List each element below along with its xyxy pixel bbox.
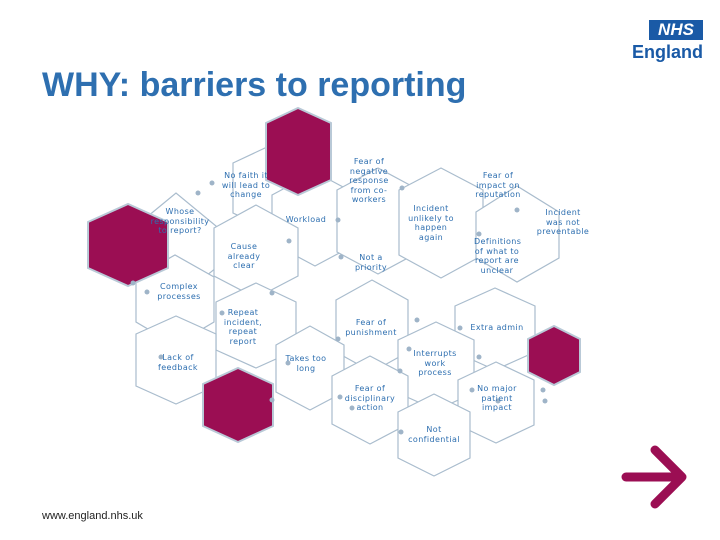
hex-outline	[213, 204, 299, 299]
bullet-dot	[406, 346, 412, 352]
bullet-dot	[144, 289, 150, 295]
label-not-a-priority: Not a priority	[354, 253, 388, 272]
magenta-hex	[87, 202, 169, 288]
bullet-dot	[337, 394, 343, 400]
label-interrupts-work: Interrupts work process	[413, 349, 457, 377]
label-whose-responsibility: Whose responsibility to report?	[150, 207, 210, 235]
label-complex-processes: Complex processes	[157, 282, 201, 301]
label-fear-punishment: Fear of punishment	[345, 318, 397, 337]
magenta-hex	[265, 106, 332, 197]
bullet-dot	[469, 387, 475, 393]
label-no-major-impact: No major patient impact	[477, 384, 517, 412]
bullet-dot	[130, 280, 136, 286]
bullet-dot	[397, 368, 403, 374]
bullet-dot	[286, 238, 292, 244]
bullet-dot	[219, 310, 225, 316]
bullet-dot	[285, 360, 291, 366]
bullet-dot	[195, 190, 201, 196]
page-title: WHY: barriers to reporting	[42, 66, 467, 104]
bullet-dot	[540, 387, 546, 393]
bullet-dot	[335, 336, 341, 342]
label-takes-too-long: Takes too long	[285, 354, 327, 373]
bullet-dot	[414, 317, 420, 323]
bullet-dot	[542, 398, 548, 404]
label-definitions-unclear: Definitions of what to report are unclea…	[474, 237, 522, 275]
label-cause-already-clear: Cause already clear	[227, 242, 261, 270]
bullet-dot	[209, 180, 215, 186]
bullet-dot	[476, 354, 482, 360]
hex-outline	[135, 254, 215, 346]
bullet-dot	[398, 429, 404, 435]
bullet-dot	[457, 325, 463, 331]
magenta-hex	[202, 366, 274, 444]
bullet-dot	[514, 207, 520, 213]
bullet-dot	[335, 217, 341, 223]
label-fear-negative-response: Fear of negative response from co-worker…	[349, 157, 389, 204]
bullet-dot	[349, 405, 355, 411]
bullet-dot	[269, 397, 275, 403]
bullet-dot	[495, 398, 501, 404]
label-incident-unlikely: Incident unlikely to happen again	[408, 204, 454, 242]
label-not-preventable: Incident was not preventable	[536, 208, 590, 236]
label-fear-disciplinary: Fear of disciplinary action	[344, 384, 396, 412]
label-no-faith: No faith it will lead to change	[221, 171, 271, 199]
logo-nhs-box: NHS	[649, 20, 703, 40]
label-workload: Workload	[285, 215, 327, 224]
label-extra-admin: Extra admin	[470, 323, 524, 332]
bullet-dot	[399, 185, 405, 191]
right-arrow-icon	[621, 445, 687, 509]
footer-url[interactable]: www.england.nhs.uk	[42, 510, 143, 522]
bullet-dot	[476, 231, 482, 237]
label-not-confidential: Not confidential	[408, 425, 460, 444]
nhs-england-logo: NHS England	[632, 20, 703, 64]
hex-outline	[475, 185, 560, 283]
label-lack-of-feedback: Lack of feedback	[158, 353, 198, 372]
label-fear-reputation: Fear of impact on reputation	[475, 171, 521, 199]
bullet-dot	[269, 290, 275, 296]
magenta-hex	[527, 324, 581, 387]
hex-outline	[397, 393, 471, 477]
bullet-dot	[158, 354, 164, 360]
label-repeat-incident: Repeat incident, repeat report	[223, 308, 263, 346]
bullet-dot	[338, 254, 344, 260]
logo-england-text: England	[632, 42, 703, 62]
